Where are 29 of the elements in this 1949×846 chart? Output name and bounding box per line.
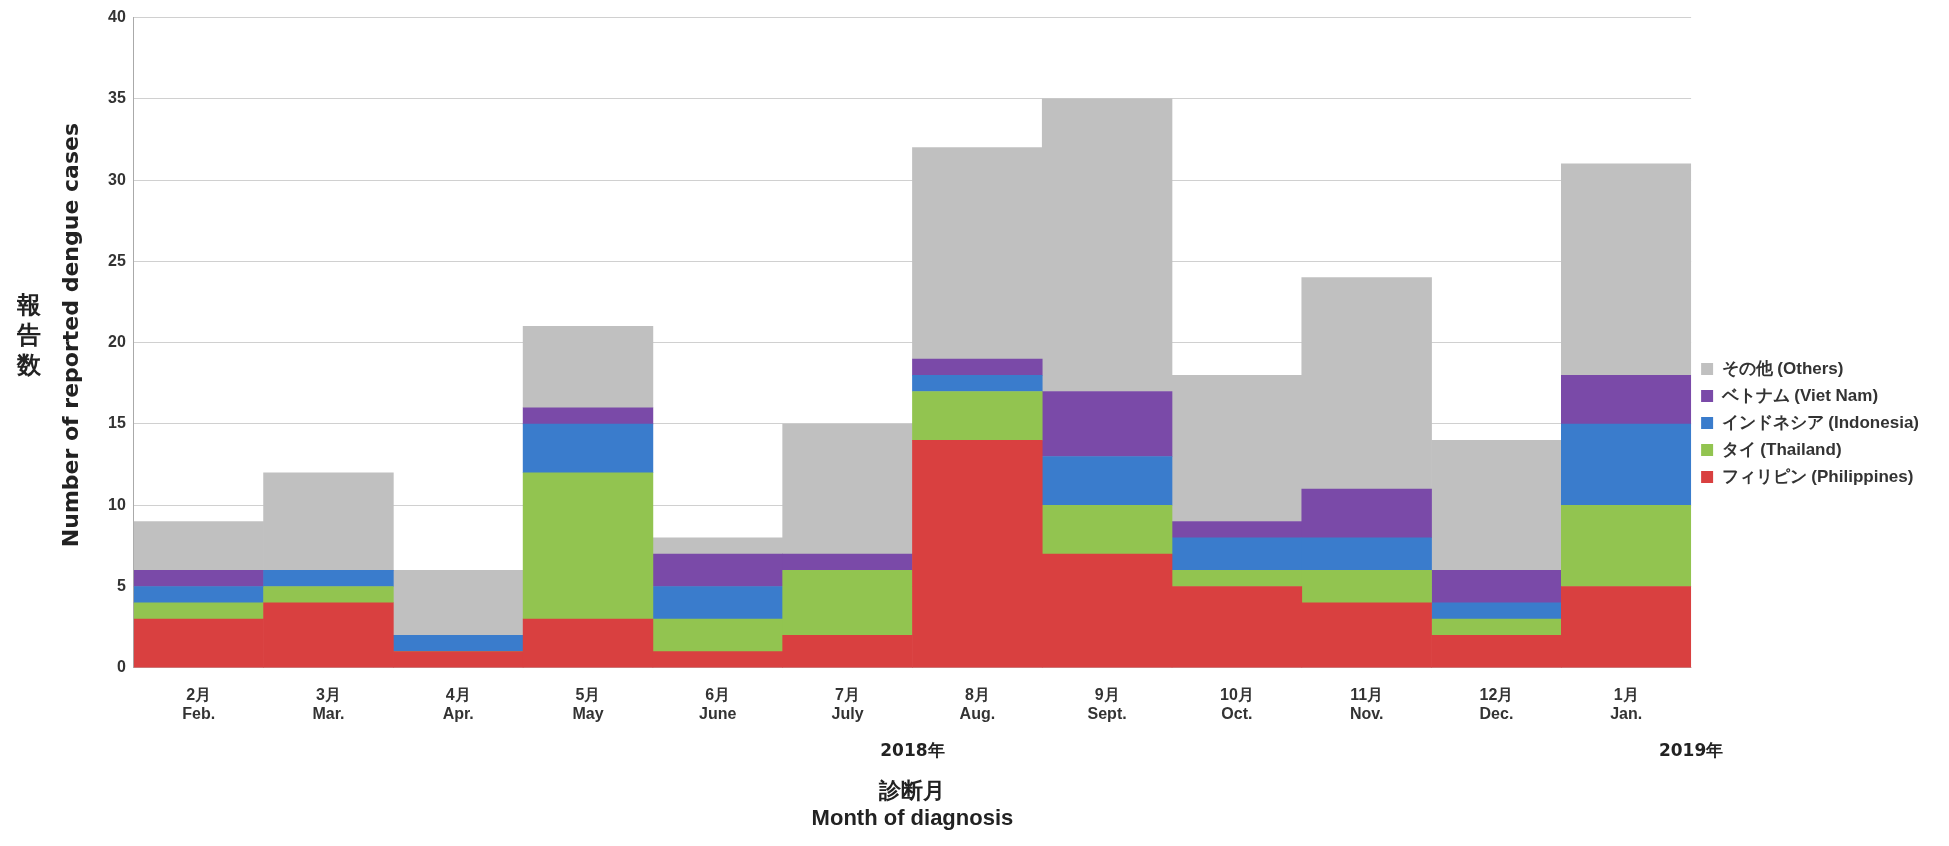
legend-label: フィリピン (Philippines) (1721, 466, 1914, 486)
y-tick-label: 40 (108, 8, 126, 26)
x-tick-label: 12月 Dec. (1479, 685, 1514, 723)
legend-label: インドネシア (Indonesia) (1721, 412, 1920, 432)
x-tick-label: 5月 May (572, 685, 604, 723)
legend-label: ベトナム (Viet Nam) (1720, 385, 1879, 405)
x-tick-label: 3月 Mar. (312, 685, 345, 723)
x-tick-label: 10月 Oct. (1219, 685, 1254, 723)
x-tick-label: 6月 June (699, 685, 737, 723)
x-tick-label: 11月 Nov. (1349, 685, 1384, 723)
legend-label: タイ (Thailand) (1721, 439, 1842, 459)
y-tick-label: 5 (116, 576, 126, 594)
y-tick-label: 20 (108, 333, 126, 351)
y-tick-label: 25 (108, 251, 126, 269)
y-tick-label: 10 (108, 495, 126, 513)
y-tick-label: 30 (108, 170, 126, 188)
text: 2019年 (1658, 739, 1724, 760)
x-axis-title: 診断月 Month of diagnosis (811, 778, 1014, 830)
x-tick-label: 7月 July (831, 685, 864, 723)
y-tick-label: 35 (108, 89, 126, 107)
y-tick-label: 0 (116, 658, 126, 676)
x-tick-label: 4月 Apr. (442, 685, 474, 723)
text: 2018年 (880, 739, 945, 760)
x-tick-label: 9月 Sept. (1087, 685, 1127, 723)
y-tick-label: 15 (108, 414, 126, 432)
x-tick-label: 2月 Feb. (182, 685, 216, 723)
x-tick-label: 8月 Aug. (959, 685, 996, 723)
x-tick-label: 1月 Jan. (1610, 685, 1643, 723)
legend-label: その他 (Others) (1721, 358, 1844, 378)
